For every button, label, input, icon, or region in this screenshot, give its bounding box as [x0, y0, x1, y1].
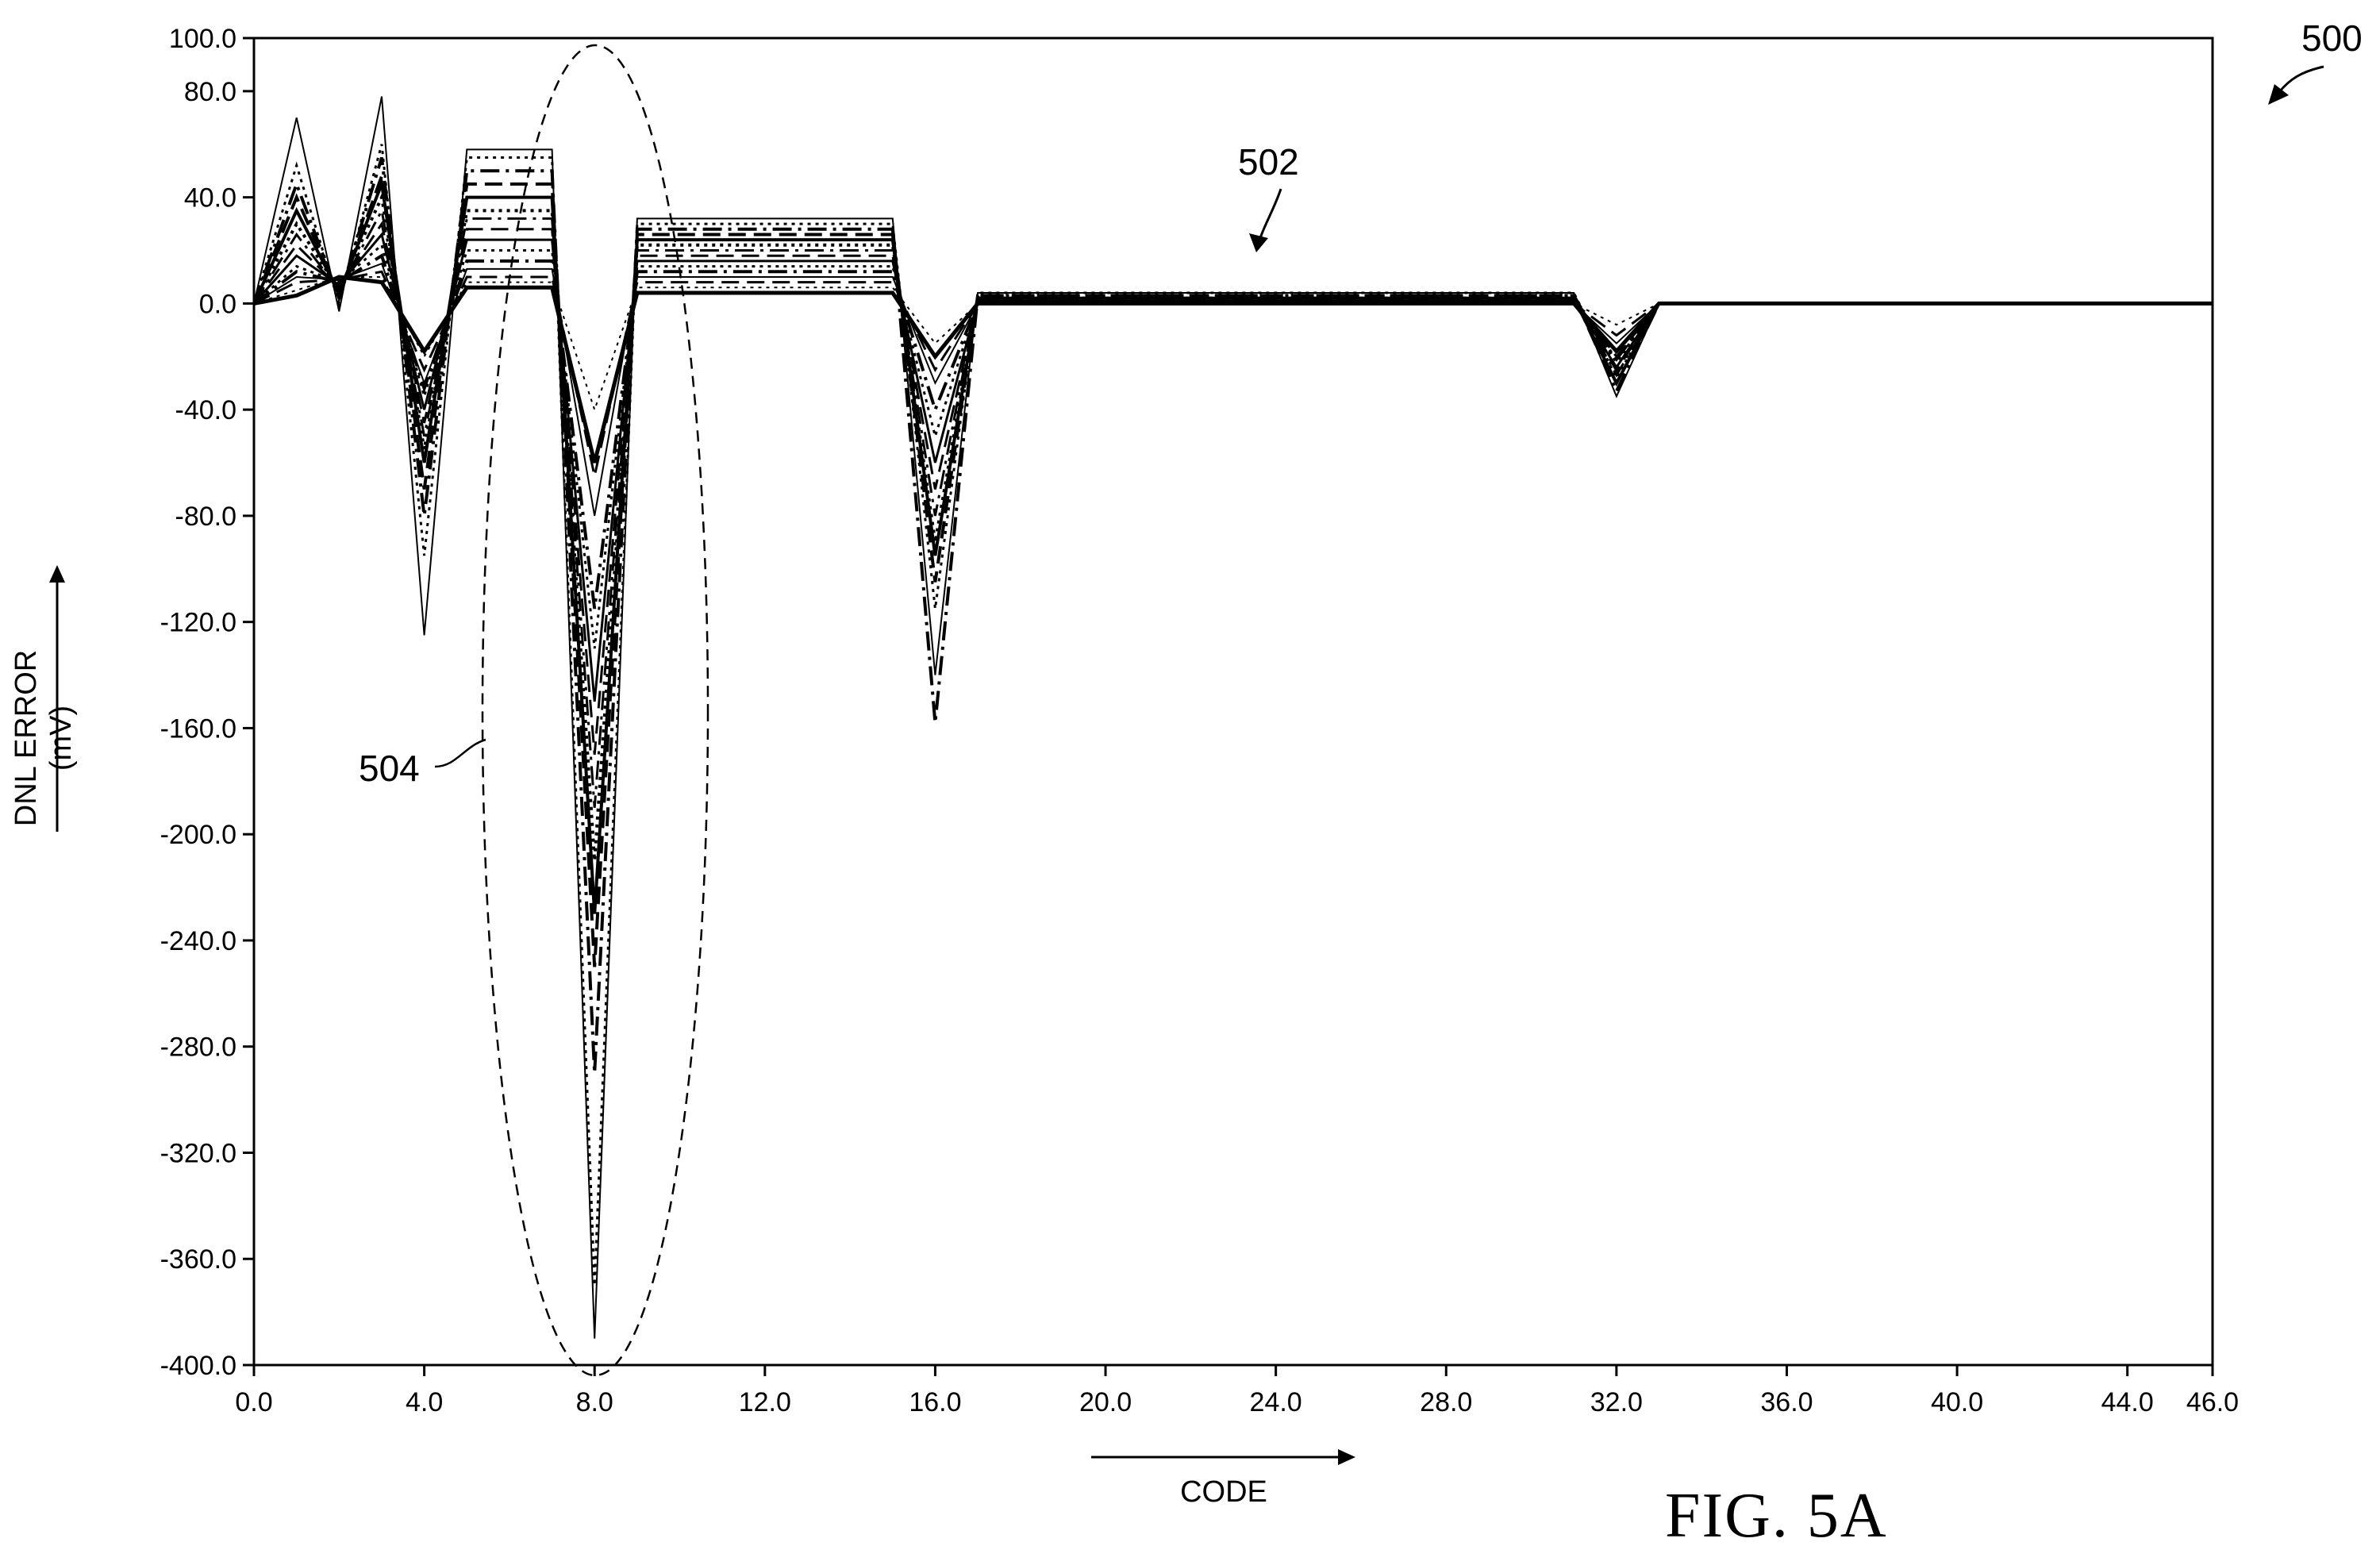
y-tick-label: -400.0	[160, 1351, 236, 1381]
x-tick-label: 28.0	[1420, 1387, 1472, 1417]
region-504-ellipse	[481, 44, 709, 1377]
dnl-series-12	[253, 262, 2213, 517]
x-axis-arrow	[1091, 1449, 1355, 1465]
y-axis-unit: (mV)	[44, 706, 78, 771]
x-tick-label: 32.0	[1590, 1387, 1643, 1417]
dnl-series-9	[252, 232, 2213, 702]
dnl-series-13	[253, 270, 2213, 477]
x-tick-label: 4.0	[406, 1387, 443, 1417]
dnl-series-10	[253, 243, 2213, 649]
figure-500-arrow	[2268, 65, 2324, 105]
figure-caption: FIG. 5A	[1665, 1481, 1888, 1546]
y-tick-label: -120.0	[160, 608, 236, 638]
x-axis-label: CODE	[1180, 1475, 1267, 1509]
y-tick-label: -200.0	[160, 820, 236, 850]
y-axis-label-group: DNL ERROR (mV)	[10, 650, 78, 826]
x-tick-label: 40.0	[1931, 1387, 1983, 1417]
x-tick-label: 36.0	[1760, 1387, 1813, 1417]
x-tick-label: 24.0	[1250, 1387, 1302, 1417]
dnl-curves	[252, 96, 2213, 1339]
dnl-series-2	[252, 144, 2213, 1286]
x-tick-label: 20.0	[1079, 1387, 1132, 1417]
dnl-series-14	[253, 276, 2213, 413]
y-tick-label: -280.0	[160, 1033, 236, 1063]
dnl-series-11	[252, 253, 2213, 610]
y-axis-arrow	[49, 565, 65, 832]
y-tick-label: -320.0	[160, 1138, 236, 1168]
dnl-series-6	[252, 191, 2213, 861]
y-tick-label: -240.0	[160, 926, 236, 956]
x-tick-label: 46.0	[2186, 1387, 2239, 1417]
dnl-series-15	[253, 275, 2213, 463]
x-tick-label: 8.0	[576, 1387, 613, 1417]
plot-frame	[252, 37, 2214, 1367]
curves-502-label: 502	[1238, 141, 1299, 183]
y-tick-label: 100.0	[169, 24, 236, 54]
dnl-series-3	[252, 156, 2213, 1074]
region-504-label: 504	[359, 748, 420, 789]
y-tick-label: 0.0	[199, 289, 236, 319]
y-tick-label: -80.0	[175, 502, 237, 532]
x-tick-label: 0.0	[235, 1387, 272, 1417]
region-504-leader	[434, 738, 486, 768]
dnl-series-1	[253, 96, 2213, 1339]
x-tick-label: 16.0	[909, 1387, 961, 1417]
dnl-series-8	[252, 221, 2213, 756]
y-tick-label: -40.0	[175, 395, 237, 425]
y-tick-label: 80.0	[184, 77, 236, 107]
x-tick-label: 44.0	[2101, 1387, 2154, 1417]
y-axis-ticks: 100.0 80.0 40.0 0.0 -40.0 -80.0 -120.0 -160.0 -2…	[160, 24, 254, 1381]
x-tick-label: 12.0	[739, 1387, 791, 1417]
y-tick-label: 40.0	[184, 183, 236, 213]
dnl-series-7	[252, 206, 2213, 808]
y-tick-label: -360.0	[160, 1244, 236, 1275]
y-tick-label: -160.0	[160, 713, 236, 744]
dnl-series-5	[252, 178, 2213, 914]
y-axis-label: DNL ERROR	[10, 650, 43, 826]
x-axis-ticks: 0.0 4.0 8.0 12.0 16.0 20.0 24.0 28.0 32.0 36.0 40.…	[235, 1365, 2239, 1417]
curves-502-arrow	[1249, 188, 1282, 252]
figure-500-label: 500	[2301, 17, 2363, 59]
